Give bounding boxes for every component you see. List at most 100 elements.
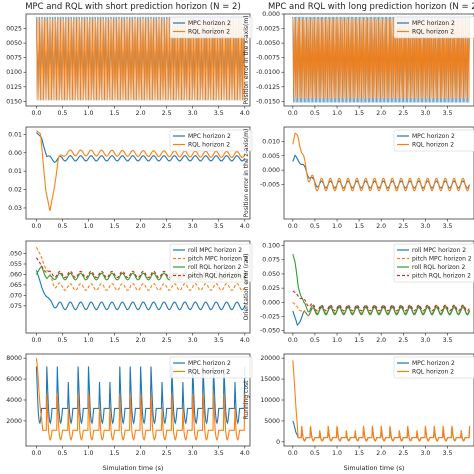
series-line: [36, 130, 246, 211]
y-tick-label: 10000: [260, 397, 280, 404]
legend-label: RQL horizon 2: [412, 29, 454, 36]
y-tick-label: 2000: [6, 418, 22, 425]
panel-p5: 0.0 0.5 1.0 1.5 2.0 2.5 3.0 3.5 0.100 0.075 0.050 0…: [243, 240, 474, 344]
x-tick-label: 0.5: [58, 450, 68, 457]
panel-p3: 0.0 0.5 1.0 1.5 2.0 2.5 3.0 3.5 0.010 0.005 0.000 -…: [243, 126, 474, 230]
x-tick-label: 0.0: [31, 110, 41, 117]
y-axis-label: Position error in the x-axis(m): [243, 15, 250, 104]
x-tick-label: 0.5: [58, 110, 68, 117]
x-tick-label: 1.0: [332, 223, 342, 230]
panel-p2: 0.0 0.5 1.0 1.5 2.0 2.5 3.0 3.5 4.0 0.01 0.00 0.01 0…: [8, 126, 253, 230]
y-tick-label: 0125: [6, 84, 22, 91]
x-tick-label: 1.5: [110, 223, 120, 230]
panel-p7: 0.0 0.5 1.0 1.5 2.0 2.5 3.0 3.5 20000 15000 10000 5…: [243, 353, 474, 457]
x-tick-label: 3.0: [188, 337, 198, 344]
x-tick-label: 0.5: [310, 223, 320, 230]
x-tick-label: 2.5: [162, 450, 172, 457]
legend-box: [169, 129, 253, 152]
x-tick-label: 0.0: [288, 110, 298, 117]
y-tick-label: 0150: [6, 98, 22, 105]
y-tick-label: 0.000: [262, 299, 280, 306]
legend-label: RQL horizon 2: [412, 142, 454, 149]
legend-label: MPC horizon 2: [412, 133, 455, 140]
y-tick-label: 0.050: [262, 271, 280, 278]
x-tick-label: 2.0: [136, 223, 146, 230]
x-tick-label: 3.5: [214, 110, 224, 117]
y-tick-label: 15000: [260, 376, 280, 383]
y-tick-label: -0.0125: [256, 84, 280, 91]
legend-box: [169, 16, 253, 39]
legend-box: [169, 243, 253, 283]
series-line: [35, 358, 246, 441]
x-tick-label: 2.0: [136, 450, 146, 457]
y-tick-label: .070: [8, 292, 22, 299]
series-group: [292, 16, 470, 103]
panels: 0.0 0.5 1.0 1.5 2.0 2.5 3.0 3.5 4.0 0025 0050 0075 0…: [6, 11, 474, 457]
x-tick-label: 2.5: [162, 223, 172, 230]
y-axis-label: Position error in the z-axis(m): [243, 129, 250, 218]
x-tick-label: 1.5: [354, 337, 364, 344]
x-tick-label: 1.5: [110, 337, 120, 344]
x-tick-label: 0.5: [58, 337, 68, 344]
y-axis-label: Orientation error (rad): [243, 254, 250, 321]
legend-label: roll MPC horizon 2: [412, 247, 466, 254]
y-tick-label: -0.0025: [256, 26, 280, 33]
x-tick-label: 0.0: [31, 337, 41, 344]
series-line: [36, 132, 246, 164]
x-tick-label: 4.0: [240, 110, 250, 117]
series-group: [35, 358, 246, 441]
y-tick-label: 0.000: [262, 167, 280, 174]
y-tick-label: -0.025: [260, 314, 280, 321]
x-tick-label: 0.0: [31, 450, 41, 457]
legend-label: pitch RQL horizon 2: [188, 273, 247, 280]
xlabel-right: Simulation time (s): [344, 464, 405, 472]
x-tick-label: 1.5: [110, 110, 120, 117]
series-line: [292, 360, 471, 442]
x-tick-label: 2.5: [398, 110, 408, 117]
series-line: [35, 270, 246, 311]
x-tick-label: 3.5: [214, 337, 224, 344]
y-tick-label: 0.100: [262, 243, 280, 250]
x-tick-label: 2.5: [398, 337, 408, 344]
x-tick-label: 3.0: [188, 450, 198, 457]
y-tick-label: 0075: [6, 55, 22, 62]
x-tick-label: 2.0: [376, 110, 386, 117]
x-tick-label: 3.5: [214, 223, 224, 230]
y-tick-label: -0.0075: [256, 55, 280, 62]
y-tick-label: 6000: [6, 376, 22, 383]
x-tick-label: 2.0: [136, 110, 146, 117]
y-tick-label: -0.0150: [256, 98, 280, 105]
x-tick-label: 4.0: [240, 450, 250, 457]
x-tick-label: 2.5: [162, 110, 172, 117]
x-tick-label: 1.0: [332, 450, 342, 457]
x-tick-label: 2.0: [376, 223, 386, 230]
x-tick-label: 3.0: [188, 223, 198, 230]
title-left: MPC and RQL with short prediction horizo…: [25, 2, 241, 12]
legend-box: [393, 243, 474, 283]
legend-box: [393, 16, 474, 39]
y-tick-label: 0.01: [8, 168, 22, 175]
x-tick-label: 2.0: [136, 337, 146, 344]
x-tick-label: 1.5: [354, 223, 364, 230]
panel-p6: 0.0 0.5 1.0 1.5 2.0 2.5 3.0 3.5 4.0 8000 6000 4000 2…: [6, 353, 253, 457]
series-line: [35, 366, 246, 425]
x-tick-label: 0.5: [310, 450, 320, 457]
series-line: [292, 132, 471, 192]
x-tick-label: 1.0: [84, 223, 94, 230]
panel-p0: 0.0 0.5 1.0 1.5 2.0 2.5 3.0 3.5 4.0 0025 0050 0075 0…: [6, 13, 253, 117]
x-tick-label: 3.0: [188, 110, 198, 117]
series-line: [292, 253, 471, 316]
x-tick-label: 3.0: [420, 223, 430, 230]
series-group: [292, 253, 471, 327]
plot-frame: [283, 353, 474, 447]
legend-label: roll MPC horizon 2: [188, 247, 242, 254]
legend-box: [393, 356, 474, 379]
legend-box: [169, 356, 253, 379]
x-tick-label: 1.0: [84, 337, 94, 344]
y-tick-label: -0.050: [260, 328, 280, 335]
x-tick-label: 0.0: [31, 223, 41, 230]
y-tick-label: 4000: [6, 397, 22, 404]
y-tick-label: 5000: [264, 418, 280, 425]
x-tick-label: 0.0: [288, 337, 298, 344]
x-tick-label: 3.5: [443, 223, 453, 230]
